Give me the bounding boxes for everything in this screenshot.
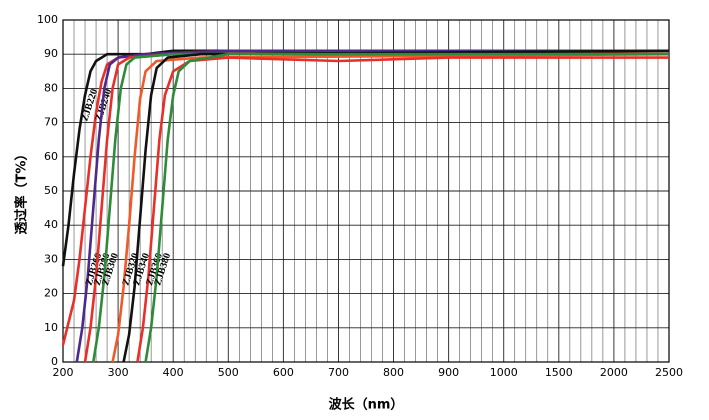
x-tick-label: 2000 [600, 366, 628, 379]
y-tick-label: 50 [44, 184, 58, 197]
y-tick-label: 100 [37, 13, 58, 26]
series-line [136, 56, 669, 363]
x-tick-label: 500 [218, 366, 239, 379]
y-tick-label: 0 [51, 355, 58, 368]
y-tick-label: 60 [44, 150, 58, 163]
x-tick-label: 300 [108, 366, 129, 379]
y-tick-label: 40 [44, 218, 58, 231]
plot-frame [62, 19, 670, 363]
x-tick-label: 700 [328, 366, 349, 379]
series-line [144, 52, 669, 363]
x-axis-label: 波长（nm） [329, 397, 404, 413]
y-tick-label: 70 [44, 116, 58, 129]
x-tick-label: 1000 [490, 366, 518, 379]
y-tick-label: 80 [44, 81, 58, 94]
x-tick-label: 800 [383, 366, 404, 379]
series-line [92, 49, 670, 363]
series-line [111, 52, 670, 363]
y-tick-label: 20 [44, 287, 58, 300]
y-tick-label: 30 [44, 252, 58, 265]
x-tick-label: 900 [438, 366, 459, 379]
y-tick-label: 10 [44, 321, 58, 334]
x-tick-label: 2500 [655, 366, 683, 379]
x-tick-label: 1500 [545, 366, 573, 379]
y-axis-label: 透过率（T%） [14, 148, 30, 235]
x-tick-label: 400 [163, 366, 184, 379]
x-tick-label: 200 [53, 366, 74, 379]
x-tick-label: 600 [273, 366, 294, 379]
y-tick-label: 90 [44, 47, 58, 60]
series-line [122, 49, 670, 363]
